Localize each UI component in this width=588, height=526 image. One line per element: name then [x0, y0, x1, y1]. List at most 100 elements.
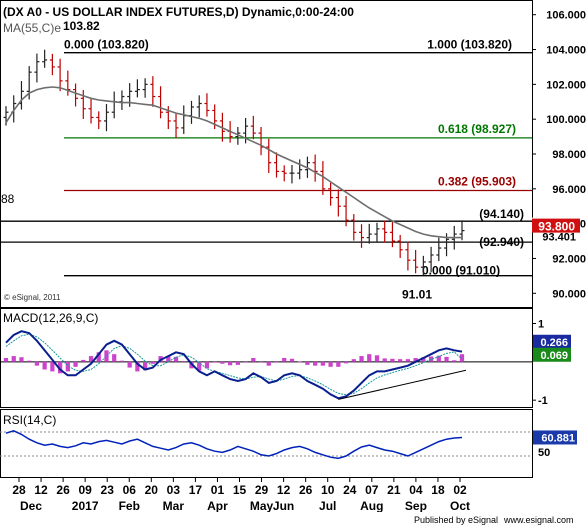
- x-month-label: Feb: [119, 499, 140, 513]
- rsi-tag: 60.881: [541, 432, 575, 444]
- x-axis: 28 12 26 09 23 06 20 03 17 01 15 29 12 26 10 24 07 21 04 18…: [12, 478, 470, 513]
- price-bar: [274, 152, 280, 178]
- macd-histogram-bar: [343, 361, 349, 364]
- macd-histogram-bar: [258, 361, 264, 363]
- macd-histogram-bar: [374, 355, 380, 362]
- macd-histogram-bar: [328, 361, 333, 367]
- x-month-label: Oct: [450, 499, 470, 513]
- price-bar: [397, 234, 403, 258]
- price-bar: [405, 241, 411, 271]
- price-bar: [436, 237, 442, 262]
- macd-histogram-bar: [452, 360, 457, 362]
- footer-bar: [0, 512, 588, 526]
- price-bar: [204, 93, 210, 117]
- last-price-tag: 93.800: [538, 220, 575, 234]
- macd-histogram-bar: [228, 361, 233, 366]
- macd-histogram-bar: [96, 352, 101, 362]
- macd-histogram-bar: [220, 361, 225, 364]
- macd-histogram-bar: [34, 361, 40, 366]
- price-bar: [42, 49, 48, 68]
- high-value-label: 103.82: [63, 19, 100, 33]
- price-bar: [428, 246, 434, 273]
- price-axis-label: 96.000: [552, 184, 586, 196]
- rsi-tag-bg: [533, 430, 577, 445]
- macd-histogram-bar: [405, 359, 411, 362]
- macd-histogram-bar: [444, 356, 449, 362]
- macd-histogram-bar: [135, 361, 140, 372]
- macd-histogram-bar: [390, 358, 395, 362]
- macd-histogram-bar: [11, 356, 16, 362]
- macd-tag-bg: [533, 334, 571, 349]
- price-axis-label: 100.000: [546, 114, 586, 126]
- x-day-label: 02: [453, 483, 467, 497]
- macd-histogram-bar: [73, 361, 78, 367]
- x-day-label: 23: [101, 483, 115, 497]
- macd-histogram-bar: [197, 361, 202, 371]
- footer-website: www.esignal.com: [503, 515, 574, 525]
- price-axis-ticks: 90.00092.00094.00096.00098.000100.000102…: [532, 10, 586, 300]
- macd-histogram-bar: [104, 350, 109, 362]
- support-label: (92.940): [479, 235, 524, 249]
- macd-histogram-bar: [142, 361, 148, 371]
- macd-histogram-bar: [274, 361, 279, 363]
- price-axis-label: 106.000: [546, 10, 586, 22]
- price-bar: [297, 159, 303, 180]
- x-month-label: May: [250, 499, 274, 513]
- macd-histogram-bar: [398, 359, 403, 362]
- rsi-panel: 50 60.881: [0, 429, 577, 460]
- macd-signal-line: [5, 333, 463, 396]
- x-day-label: 12: [277, 483, 291, 497]
- rsi-title: RSI(14,C): [3, 413, 56, 427]
- macd-title: MACD(12,26,9,C): [3, 311, 98, 325]
- price-bar: [351, 214, 357, 241]
- price-bar: [103, 104, 109, 132]
- price-panel-frame: [0, 0, 533, 308]
- price-bar: [158, 86, 164, 119]
- price-bar: [335, 189, 341, 217]
- fib-label-618: 0.618 (98.927): [438, 122, 516, 136]
- macd-histogram-bar: [297, 361, 302, 363]
- x-day-label: 03: [167, 483, 181, 497]
- macd-histogram-bar: [3, 358, 9, 362]
- macd-histogram-bar: [289, 358, 295, 362]
- macd-histogram-bar: [251, 358, 256, 362]
- x-month-label: Jul: [319, 499, 336, 513]
- x-month-label: Sep: [405, 499, 427, 513]
- macd-histogram-bar: [65, 361, 70, 372]
- price-bar: [96, 111, 102, 130]
- price-bar: [250, 115, 256, 140]
- x-day-label: 28: [12, 483, 26, 497]
- macd-histogram-bar: [173, 356, 179, 362]
- macd-histogram-bar: [282, 358, 287, 362]
- price-bar: [142, 78, 148, 98]
- x-day-label: 09: [78, 483, 92, 497]
- price-bar: [359, 224, 365, 248]
- price-bar: [235, 127, 241, 145]
- x-day-label: 26: [299, 483, 313, 497]
- macd-histogram-bar: [351, 359, 356, 362]
- x-day-label: 18: [431, 483, 445, 497]
- price-bar: [413, 249, 419, 274]
- price-bar: [328, 182, 334, 206]
- fibonacci-levels: 0.000 (103.820) 1.000 (103.820) 0.618 (98.…: [0, 38, 532, 302]
- macd-histogram-bar: [266, 361, 271, 366]
- left-cut-label: 88: [1, 192, 15, 206]
- x-day-label: 17: [189, 483, 203, 497]
- price-bar: [57, 58, 63, 92]
- price-bar: [312, 154, 318, 182]
- macd-histogram-bar: [50, 361, 55, 372]
- macd-histogram-bar: [243, 361, 248, 363]
- price-bar: [374, 222, 380, 243]
- price-bar: [266, 138, 272, 173]
- macd-axis-label: 1: [538, 319, 544, 331]
- macd-tag: 0.266: [540, 337, 568, 349]
- price-bar: [281, 165, 287, 182]
- macd-histogram-bar: [204, 361, 210, 369]
- price-axis-label: 92.000: [552, 253, 586, 265]
- macd-histogram-bar: [42, 361, 47, 370]
- price-bar: [343, 195, 349, 227]
- price-bar: [420, 255, 426, 276]
- price-bar: [73, 83, 79, 107]
- macd-histogram-bar: [150, 361, 155, 364]
